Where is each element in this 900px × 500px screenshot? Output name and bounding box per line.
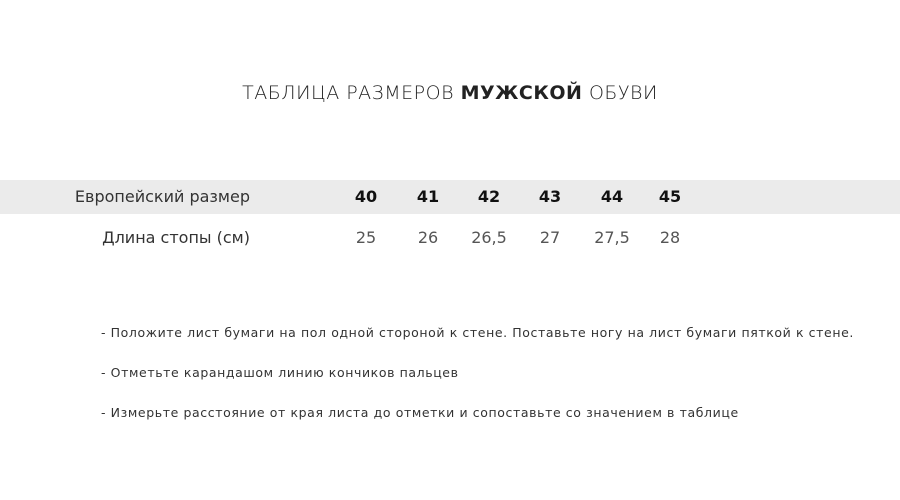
cell: 42 [477,187,501,206]
cell: 27 [539,228,561,247]
cell: 43 [538,187,562,206]
row-label: Европейский размер [74,187,250,206]
title-suffix: ОБУВИ [588,82,658,104]
instruction-2: - Отметьте карандашом линию кончиков пал… [101,365,459,380]
title-prefix: ТАБЛИЦА РАЗМЕРОВ [242,82,455,104]
size-row: Европейский размер 40 41 42 43 44 45 [0,180,900,214]
instruction-1: - Положите лист бумаги на пол одной стор… [101,325,854,340]
cell: 41 [416,187,440,206]
cell: 40 [354,187,378,206]
cell: 25 [355,228,377,247]
page-title: ТАБЛИЦА РАЗМЕРОВ МУЖСКОЙ ОБУВИ [0,82,900,104]
row-label: Длина стопы (см) [102,228,250,247]
cell: 28 [659,228,681,247]
instruction-3: - Измерьте расстояние от края листа до о… [101,405,739,420]
cell: 26 [417,228,439,247]
cell: 26,5 [471,228,507,247]
title-bold: МУЖСКОЙ [460,82,583,104]
cell: 45 [658,187,682,206]
length-row: Длина стопы (см) 25 26 26,5 27 27,5 28 [0,221,900,255]
cell: 44 [600,187,624,206]
header-row-background [0,180,900,214]
cell: 27,5 [594,228,630,247]
